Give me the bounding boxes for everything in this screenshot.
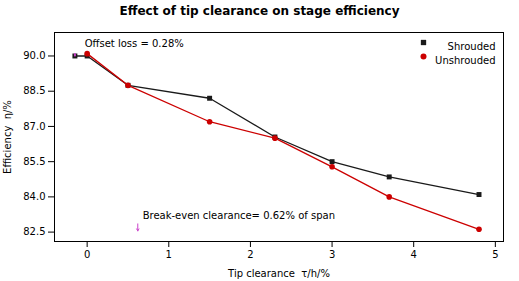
svg-text:0: 0 — [84, 249, 90, 260]
svg-text:Shrouded: Shrouded — [448, 41, 496, 52]
svg-text:5: 5 — [492, 249, 498, 260]
svg-text:Efficiency η/%: Efficiency η/% — [2, 100, 13, 174]
svg-text:1: 1 — [166, 249, 172, 260]
svg-text:2: 2 — [247, 249, 253, 260]
svg-text:Unshrouded: Unshrouded — [435, 55, 495, 66]
svg-text:84.0: 84.0 — [23, 191, 45, 202]
svg-text:82.5: 82.5 — [23, 226, 45, 237]
svg-text:4: 4 — [411, 249, 417, 260]
svg-text:Offset loss = 0.28%: Offset loss = 0.28% — [85, 38, 184, 49]
svg-text:90.0: 90.0 — [23, 50, 45, 61]
html-text:Effect of tip clearance on sta: Effect of tip clearance on stage efficie… — [119, 4, 400, 18]
svg-text:Tip clearance τ/h/%: Tip clearance τ/h/% — [227, 268, 330, 279]
svg-text:87.0: 87.0 — [23, 121, 45, 132]
svg-text:Break-even clearance= 0.62% of: Break-even clearance= 0.62% of span — [143, 210, 335, 221]
svg-text:88.5: 88.5 — [23, 85, 45, 96]
svg-text:3: 3 — [329, 249, 335, 260]
svg-text:85.5: 85.5 — [23, 156, 45, 167]
